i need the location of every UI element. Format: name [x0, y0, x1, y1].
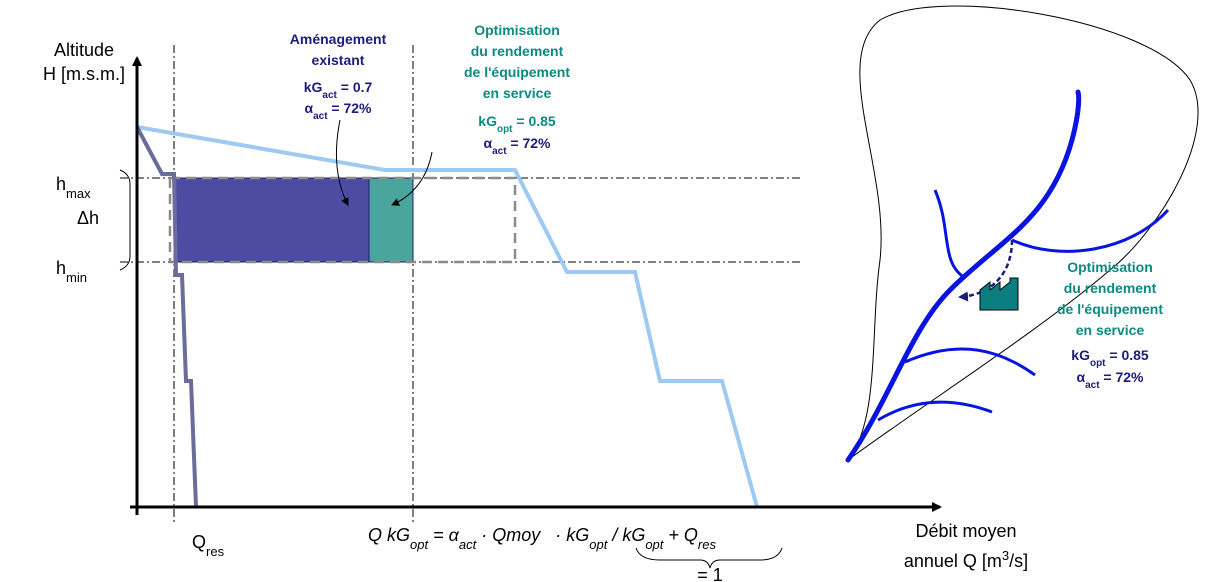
text-part: kG — [304, 79, 323, 95]
text-part: α — [304, 100, 313, 116]
text-part: = 72% — [507, 135, 552, 151]
catchment-outline — [847, 5, 1199, 461]
subscript: res — [206, 544, 225, 559]
delta-brace — [119, 169, 131, 271]
label: hmin — [56, 258, 87, 285]
subscript: opt — [497, 124, 513, 135]
river-profile — [136, 125, 759, 508]
label: en service — [1076, 322, 1145, 338]
label: Débit moyen — [915, 521, 1016, 541]
subscript: opt — [589, 537, 608, 552]
text-part: α — [483, 135, 492, 151]
text-part: = 72% — [328, 100, 373, 116]
subscript: act — [492, 146, 507, 157]
label: du rendement — [1064, 280, 1157, 296]
text-part: · Qmoy · — [476, 525, 566, 545]
text-part: kG — [1071, 347, 1090, 363]
label: hmax — [56, 174, 91, 201]
text-part: = 0.7 — [337, 79, 373, 95]
label: Q kGopt = αact · Qmoy · kGopt / kGopt + … — [368, 525, 716, 552]
text-part: kG — [566, 525, 589, 545]
power-plant-icon — [979, 277, 1019, 311]
label: kGact = 0.7 — [304, 79, 373, 101]
label: kGopt = 0.85 — [478, 113, 556, 135]
subscript: min — [66, 270, 87, 285]
label: en service — [483, 85, 552, 101]
text-part: h — [56, 258, 66, 278]
potential-area — [168, 176, 517, 264]
label: du rendement — [471, 43, 564, 59]
label: kGopt = 0.85 — [1071, 347, 1149, 369]
text-part: = 72% — [1100, 369, 1145, 385]
label: H [m.s.m.] — [43, 64, 125, 84]
residual-profile — [135, 126, 198, 508]
text-part: h — [56, 174, 66, 194]
subscript: act — [313, 111, 328, 122]
label: existant — [312, 52, 365, 68]
formula-brace — [635, 547, 783, 569]
text-part: Q — [192, 532, 206, 552]
label: Qres — [192, 532, 225, 559]
subscript: act — [459, 537, 478, 552]
label: = 1 — [697, 565, 723, 582]
text-part: annuel Q [m — [904, 551, 1002, 571]
intake-arrow — [958, 239, 1014, 302]
pointer — [335, 119, 349, 206]
subscript: max — [66, 186, 91, 201]
existing-area — [173, 177, 370, 263]
subscript: act — [1085, 380, 1100, 391]
label: Optimisation — [474, 22, 560, 38]
subscript: act — [322, 90, 337, 101]
subscript: opt — [410, 537, 429, 552]
text-part: = 0.85 — [513, 113, 556, 129]
text-part: α — [1076, 369, 1085, 385]
label: αact = 72% — [483, 135, 551, 157]
label: Aménagement — [290, 31, 387, 47]
label: αact = 72% — [304, 100, 372, 122]
text-part: = 0.85 — [1106, 347, 1149, 363]
label: Altitude — [54, 40, 114, 60]
text-part: Q kG — [368, 525, 410, 545]
label: Δh — [77, 208, 99, 228]
text-part: = α — [428, 525, 460, 545]
superscript: 3 — [1002, 548, 1009, 563]
text-part: + Q — [663, 525, 698, 545]
label: αact = 72% — [1076, 369, 1144, 391]
text-part: kG — [478, 113, 497, 129]
optimised-area — [368, 177, 414, 263]
labels: Altitude H [m.s.m.] Débit moyen annuel Q [m… — [43, 22, 1163, 582]
subscript: opt — [645, 537, 664, 552]
main-river — [845, 89, 1082, 463]
subscript: opt — [1090, 358, 1106, 369]
label: de l'équipement — [464, 64, 570, 80]
tributaries — [877, 189, 1170, 422]
pointer — [391, 151, 433, 206]
text-part: /s] — [1009, 551, 1028, 571]
text-part: / kG — [607, 525, 645, 545]
subscript: res — [698, 537, 717, 552]
label: de l'équipement — [1057, 301, 1163, 317]
label: Optimisation — [1067, 259, 1153, 275]
label: annuel Q [m3/s] — [904, 548, 1028, 572]
